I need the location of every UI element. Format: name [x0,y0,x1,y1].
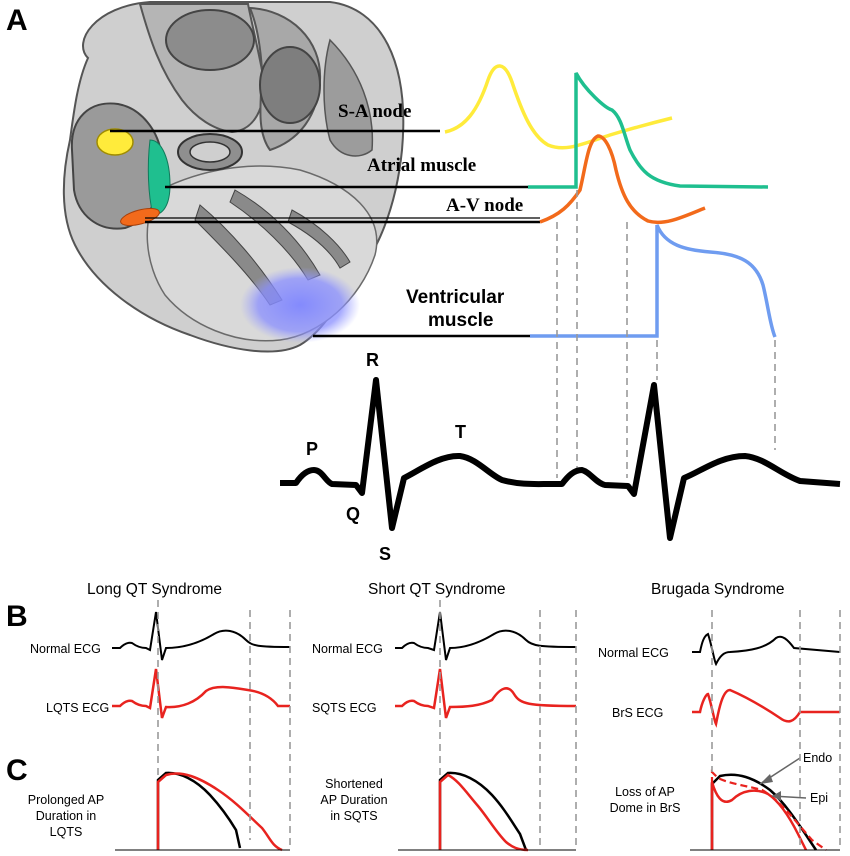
lqts-prolonged-ap [156,772,283,852]
epi-arrowhead [772,791,781,801]
av-node-label: A-V node [446,195,523,216]
ecg-s-label: S [379,544,391,564]
lqts-normal-ecg [112,611,291,661]
lqts-guides [157,600,291,850]
sqts-guides [439,600,577,850]
sqts-abnormal-label: SQTS ECG [312,701,377,715]
sqts-abnormal-ecg [395,668,577,719]
ventricular-label-2: muscle [428,310,493,331]
panel-c-letter: C [6,754,28,787]
endo-label: Endo [803,751,832,765]
brs-endo-ap [710,773,818,851]
sqts-ap-label-2: AP Duration [320,793,387,807]
heart-illustration [62,0,405,353]
lqts-ap-label-1: Prolonged AP [28,793,104,807]
brs-abnormal-ecg [692,688,840,728]
av-node-region [120,207,160,227]
sqts-normal-label: Normal ECG [312,642,383,656]
lqts-normal-label: Normal ECG [30,642,101,656]
sqts-ap-label-1: Shortened [325,777,383,791]
lqts-abnormal-label: LQTS ECG [46,701,109,715]
av-node-trace [539,134,706,224]
endo-arrowhead [760,774,773,784]
ventricular-label-1: Ventricular [406,287,505,308]
brs-abnormal-label: BrS ECG [612,706,663,720]
ecg-q-label: Q [346,504,360,524]
brs-ap-label-2: Dome in BrS [610,801,681,815]
brs-endo-dashed-ap [710,769,827,851]
atrial-muscle-trace [528,72,769,189]
epi-label: Epi [810,791,828,805]
sa-node-region [96,128,134,156]
ecg-trace [280,377,841,541]
atrial-region [147,139,171,216]
lqts-abnormal-ecg [112,668,290,719]
sqts-ap-label-3: in SQTS [330,809,377,823]
ecg-r-label: R [366,350,379,370]
atrial-muscle-label: Atrial muscle [367,155,476,176]
panel-b-letter: B [6,600,28,633]
ventricular-muscle-trace [530,224,777,338]
brs-epi-ap [710,781,808,851]
ecg-p-label: P [306,439,318,459]
ventricular-region [240,267,360,343]
sqts-shortened-ap [438,773,529,852]
sqts-normal-ecg [395,611,577,661]
leader-lines [110,129,540,338]
sa-node-trace [444,64,673,150]
brs-title: Brugada Syndrome [651,581,785,598]
sa-node-label: S-A node [338,101,411,122]
brs-normal-label: Normal ECG [598,646,669,660]
panel-a-guides [556,190,776,478]
sqts-title: Short QT Syndrome [368,581,506,598]
brs-guides [711,610,841,850]
sqts-normal-ap [438,771,528,851]
panel-a-letter: A [6,4,28,37]
ecg-t-label: T [455,422,466,442]
lqts-ap-label-2: Duration in [36,809,96,823]
brs-ap-label-1: Loss of AP [615,785,675,799]
lqts-normal-ap [156,771,242,850]
lqts-title: Long QT Syndrome [87,581,222,598]
lqts-ap-label-3: LQTS [50,825,83,839]
brs-normal-ecg [692,632,841,667]
